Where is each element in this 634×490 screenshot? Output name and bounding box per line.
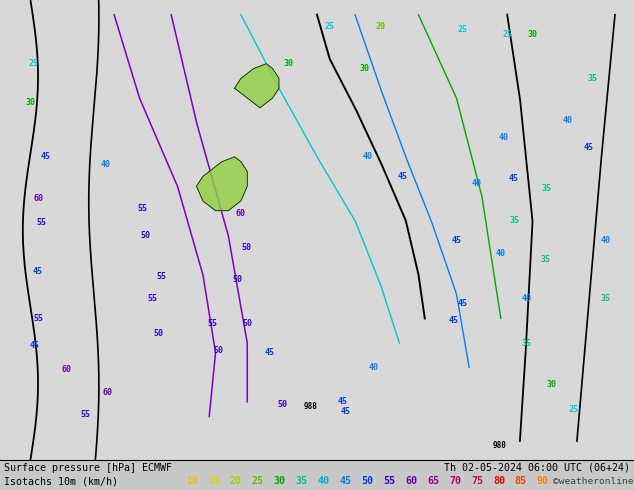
Text: Th 02-05-2024 06:00 UTC (06+24): Th 02-05-2024 06:00 UTC (06+24) <box>444 463 630 473</box>
Text: 30: 30 <box>274 476 286 486</box>
Text: 45: 45 <box>508 174 519 183</box>
Text: 988: 988 <box>304 402 318 411</box>
Text: 85: 85 <box>515 476 527 486</box>
FancyBboxPatch shape <box>0 460 634 490</box>
Text: 25: 25 <box>569 405 579 414</box>
Text: 45: 45 <box>30 341 40 350</box>
Text: 40: 40 <box>562 116 573 124</box>
Text: 45: 45 <box>451 236 462 245</box>
Text: 10: 10 <box>186 476 198 486</box>
Text: 40: 40 <box>496 249 506 258</box>
Text: 20: 20 <box>375 23 385 31</box>
Text: 30: 30 <box>283 59 294 68</box>
Text: 25: 25 <box>458 25 468 34</box>
Text: 55: 55 <box>81 410 91 418</box>
Text: 40: 40 <box>318 476 330 486</box>
Text: 45: 45 <box>340 407 351 416</box>
Text: 40: 40 <box>363 152 373 161</box>
Text: 50: 50 <box>214 346 224 355</box>
Text: 25: 25 <box>29 59 39 68</box>
Text: 40: 40 <box>600 236 611 245</box>
Text: ©weatheronline.co.uk: ©weatheronline.co.uk <box>553 477 634 486</box>
Text: 50: 50 <box>242 319 252 328</box>
Polygon shape <box>197 157 247 211</box>
Text: 55: 55 <box>36 219 46 227</box>
Text: 55: 55 <box>138 204 148 213</box>
Text: 20: 20 <box>230 476 242 486</box>
Text: 80: 80 <box>493 476 505 486</box>
Text: 30: 30 <box>527 30 538 39</box>
Text: 35: 35 <box>600 294 611 303</box>
Text: 60: 60 <box>61 366 72 374</box>
Text: 40: 40 <box>369 363 379 372</box>
Text: 35: 35 <box>540 255 550 264</box>
FancyBboxPatch shape <box>0 0 634 460</box>
Text: 90: 90 <box>537 476 548 486</box>
Text: 35: 35 <box>588 74 598 83</box>
Text: Surface pressure [hPa] ECMWF: Surface pressure [hPa] ECMWF <box>4 463 172 473</box>
Text: 55: 55 <box>384 476 396 486</box>
Text: 75: 75 <box>471 476 483 486</box>
Text: 60: 60 <box>236 209 246 218</box>
Text: 50: 50 <box>241 243 251 252</box>
Text: 45: 45 <box>264 348 275 357</box>
Text: 60: 60 <box>405 476 417 486</box>
Text: 30: 30 <box>359 64 370 73</box>
Text: 60: 60 <box>103 388 113 396</box>
Text: 40: 40 <box>499 133 509 142</box>
Text: 35: 35 <box>510 216 520 225</box>
Text: Isotachs 10m (km/h): Isotachs 10m (km/h) <box>4 476 118 486</box>
Text: 50: 50 <box>233 275 243 284</box>
Text: 45: 45 <box>448 317 458 325</box>
Text: 65: 65 <box>427 476 439 486</box>
Text: 45: 45 <box>337 397 347 406</box>
Text: 50: 50 <box>361 476 373 486</box>
Text: 50: 50 <box>277 400 287 409</box>
Text: 55: 55 <box>207 319 217 328</box>
Text: 25: 25 <box>252 476 264 486</box>
Text: 30: 30 <box>25 98 36 107</box>
Text: 45: 45 <box>41 152 51 161</box>
Text: 25: 25 <box>325 23 335 31</box>
Text: 35: 35 <box>541 184 552 193</box>
Text: 40: 40 <box>100 160 110 169</box>
Text: 55: 55 <box>33 314 43 323</box>
Text: 70: 70 <box>449 476 461 486</box>
Text: 55: 55 <box>157 272 167 281</box>
Text: 35: 35 <box>295 476 307 486</box>
Text: 45: 45 <box>339 476 351 486</box>
Text: 50: 50 <box>141 231 151 240</box>
Text: 45: 45 <box>583 143 593 151</box>
Polygon shape <box>235 64 279 108</box>
Text: 45: 45 <box>33 268 43 276</box>
Text: 55: 55 <box>147 294 157 303</box>
Text: 45: 45 <box>458 299 468 308</box>
Text: 35: 35 <box>521 339 531 347</box>
Text: 40: 40 <box>472 179 482 188</box>
Text: 45: 45 <box>398 172 408 181</box>
Text: 60: 60 <box>33 194 43 203</box>
Text: 15: 15 <box>208 476 220 486</box>
Text: 30: 30 <box>547 380 557 389</box>
Text: 40: 40 <box>521 294 531 303</box>
Text: 50: 50 <box>153 329 164 338</box>
Text: 25: 25 <box>502 30 512 39</box>
Text: 980: 980 <box>493 441 507 450</box>
